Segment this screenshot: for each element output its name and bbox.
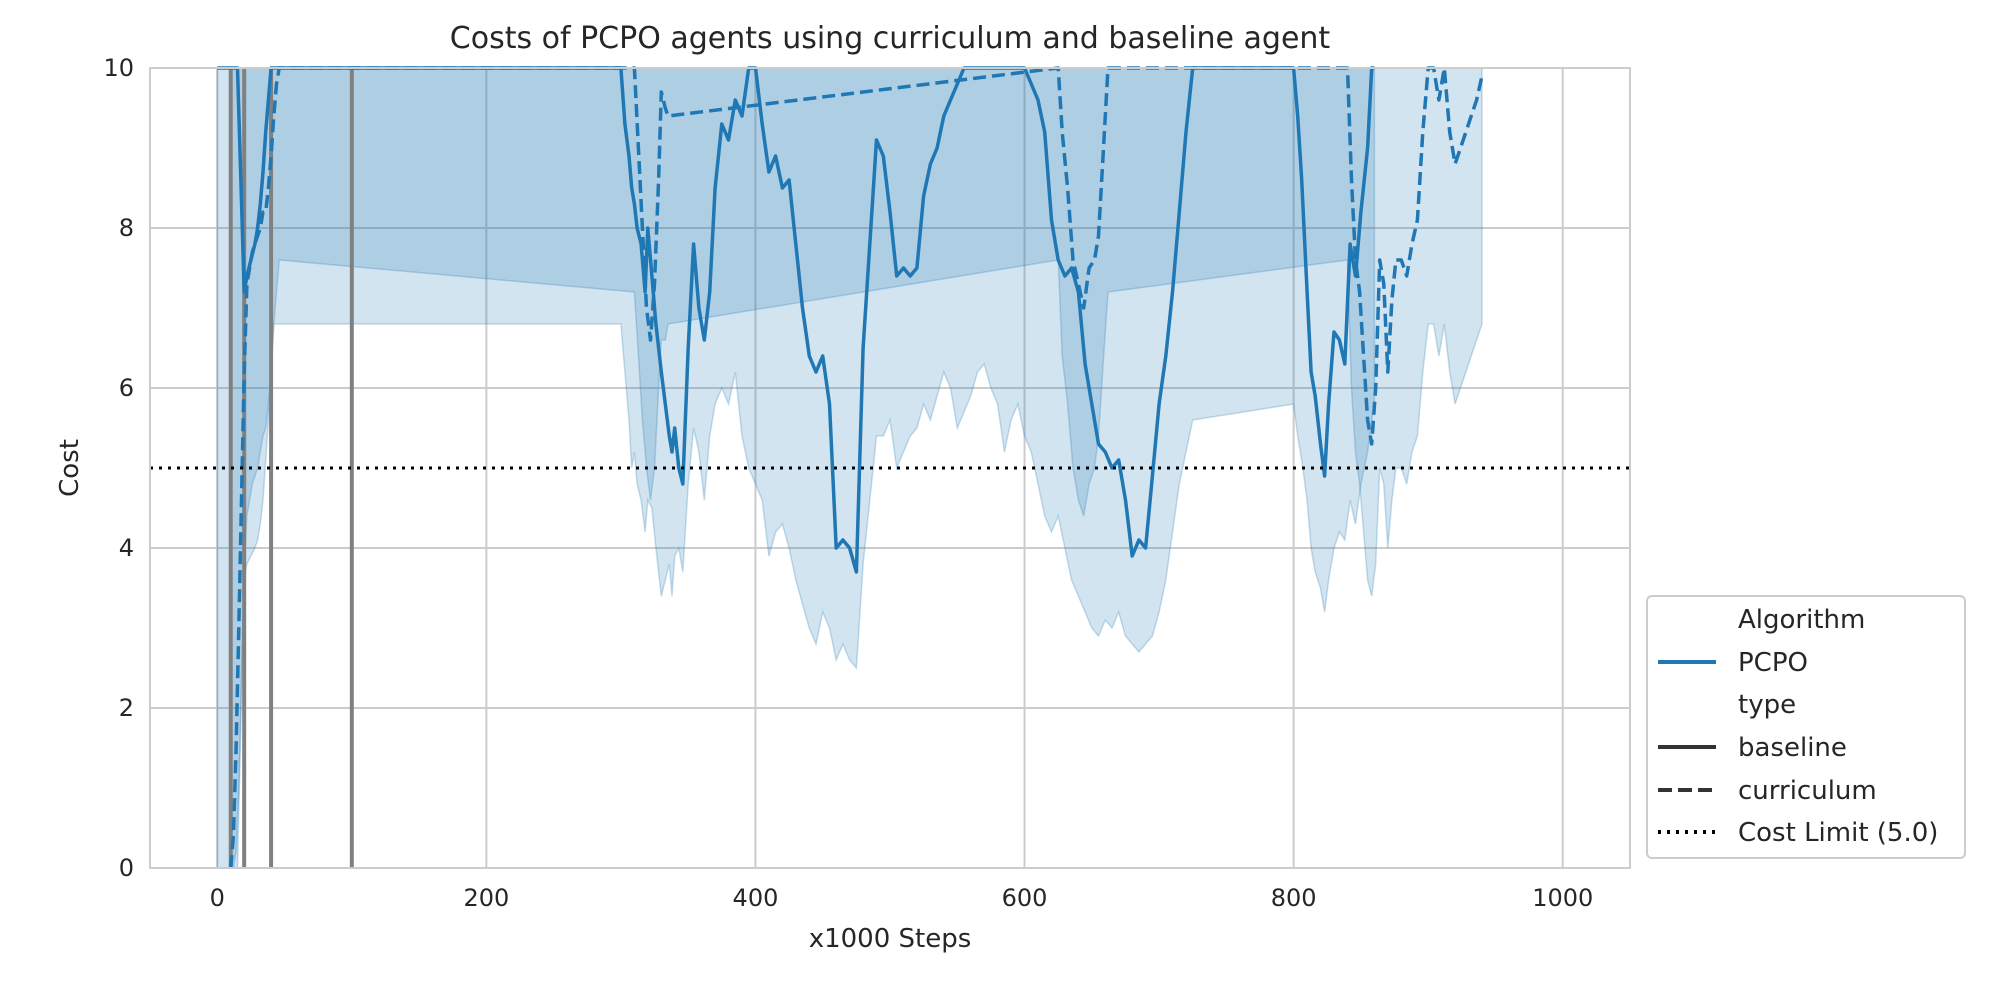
legend-label: Cost Limit (5.0) — [1738, 818, 1938, 848]
x-tick-label: 200 — [463, 884, 509, 912]
legend-box — [1646, 595, 1966, 859]
x-tick-label: 400 — [733, 884, 779, 912]
y-tick-label: 6 — [119, 374, 134, 402]
legend-entry-pcpo: PCPO — [1658, 648, 1808, 678]
legend-entry-curriculum: curriculum — [1658, 776, 1877, 806]
y-tick-label: 2 — [119, 694, 134, 722]
y-axis-ticks: 0 2 4 6 8 10 — [103, 54, 134, 882]
legend-entry-type-header: type — [1738, 690, 1796, 720]
y-tick-label: 4 — [119, 534, 134, 562]
legend-entry-baseline: baseline — [1658, 733, 1847, 763]
legend-label: PCPO — [1738, 648, 1808, 678]
chart-title: Costs of PCPO agents using curriculum an… — [450, 21, 1331, 56]
x-tick-label: 1000 — [1532, 884, 1593, 912]
legend-label: Algorithm — [1738, 605, 1865, 635]
legend-label: baseline — [1738, 733, 1847, 763]
legend: Algorithm PCPO type baseline curriculum … — [1646, 595, 1966, 859]
x-tick-label: 600 — [1002, 884, 1048, 912]
series-lines — [217, 66, 1484, 869]
plot-frame — [149, 67, 1631, 869]
curriculum-task-switch-lines — [228, 68, 354, 868]
y-tick-label: 10 — [103, 54, 134, 82]
baseline-series-line — [217, 66, 1375, 574]
x-tick-label: 0 — [210, 884, 225, 912]
y-axis-label: Cost — [55, 439, 85, 497]
x-axis-label: x1000 Steps — [809, 924, 972, 954]
x-axis-ticks: 0 200 400 600 800 1000 — [210, 884, 1594, 912]
y-tick-label: 8 — [119, 214, 134, 242]
plot-area — [149, 66, 1631, 869]
curriculum-series-line — [228, 66, 1484, 869]
y-tick-label: 0 — [119, 854, 134, 882]
legend-label: type — [1738, 690, 1796, 720]
legend-entry-algorithm-header: Algorithm — [1738, 605, 1865, 635]
legend-label: curriculum — [1738, 776, 1877, 806]
legend-entry-cost-limit: Cost Limit (5.0) — [1658, 818, 1938, 848]
x-tick-label: 800 — [1271, 884, 1317, 912]
